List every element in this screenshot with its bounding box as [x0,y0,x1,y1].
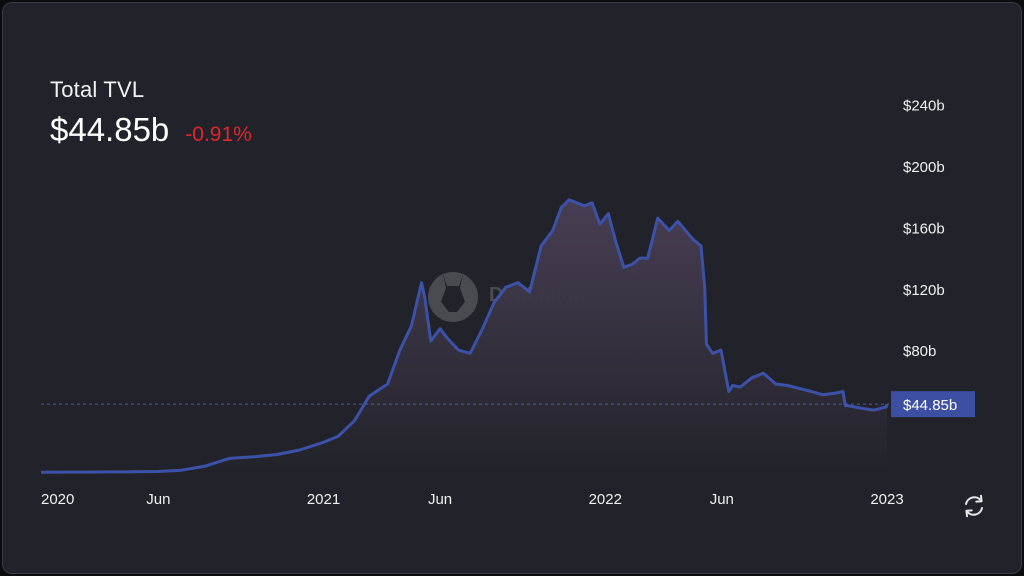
current-value-badge [891,391,975,418]
x-tick-label: 2023 [870,491,903,508]
value-row: $44.85b -0.91% [50,111,252,149]
x-tick-label: Jun [428,491,452,508]
llama-logo-icon [428,272,478,322]
y-tick-label: $80b [903,343,936,360]
tvl-series-line[interactable] [40,198,889,474]
current-value-label: $44.85b [903,397,957,414]
tvl-area-fill [41,199,887,474]
refresh-icon [965,494,983,518]
x-tick-label: 2021 [307,491,340,508]
x-tick-label: 2022 [589,491,622,508]
tvl-area-chart[interactable]: $80b $120b $160b $200b $240b 2020 Jun 2021 Jun 2… [3,3,1021,573]
x-tick-label: Jun [710,491,734,508]
y-tick-label: $200b [903,159,945,176]
chart-title: Total TVL [50,77,145,102]
refresh-button[interactable] [959,491,989,521]
y-tick-label: $120b [903,282,945,299]
y-tick-label: $240b [903,98,945,115]
x-tick-label: 2020 [41,491,74,508]
y-tick-label: $160b [903,220,945,237]
total-tvl-value: $44.85b [50,111,170,148]
x-tick-label: Jun [146,491,170,508]
tvl-change-percent: -0.91% [185,123,252,146]
